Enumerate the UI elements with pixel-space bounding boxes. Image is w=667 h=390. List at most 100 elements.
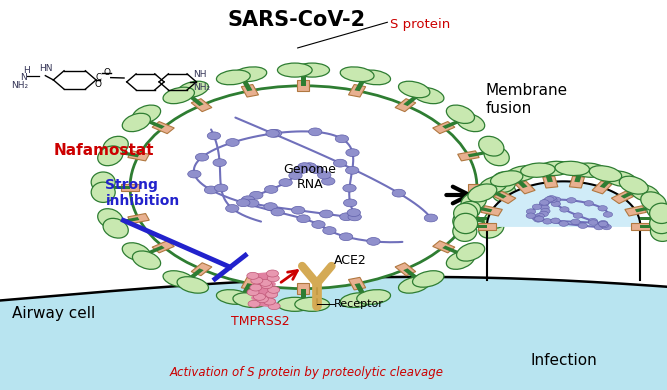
- Circle shape: [265, 186, 278, 193]
- Circle shape: [584, 200, 594, 206]
- Circle shape: [340, 213, 353, 221]
- Polygon shape: [191, 263, 212, 276]
- Ellipse shape: [133, 105, 161, 124]
- Polygon shape: [621, 191, 634, 199]
- Polygon shape: [297, 283, 309, 294]
- Polygon shape: [152, 122, 174, 134]
- Circle shape: [261, 282, 273, 289]
- Circle shape: [248, 300, 260, 307]
- Circle shape: [226, 138, 239, 146]
- Polygon shape: [404, 268, 418, 279]
- Ellipse shape: [97, 146, 123, 166]
- Ellipse shape: [340, 293, 374, 308]
- Circle shape: [588, 220, 598, 225]
- Ellipse shape: [103, 136, 128, 156]
- Ellipse shape: [398, 277, 430, 293]
- Ellipse shape: [538, 161, 572, 176]
- Ellipse shape: [630, 184, 660, 202]
- Polygon shape: [543, 176, 558, 188]
- Circle shape: [317, 171, 331, 179]
- Polygon shape: [442, 120, 460, 129]
- Circle shape: [266, 129, 279, 137]
- Polygon shape: [395, 99, 416, 112]
- Ellipse shape: [412, 271, 444, 287]
- Circle shape: [545, 197, 554, 202]
- Ellipse shape: [484, 146, 510, 166]
- Text: Receptor: Receptor: [334, 299, 384, 309]
- Text: NH₂: NH₂: [193, 83, 210, 92]
- Polygon shape: [241, 277, 259, 290]
- Polygon shape: [570, 176, 584, 188]
- Circle shape: [279, 179, 292, 186]
- Text: Strong
inhibition: Strong inhibition: [105, 178, 179, 208]
- Polygon shape: [301, 289, 306, 299]
- Circle shape: [319, 210, 333, 218]
- Ellipse shape: [453, 221, 477, 241]
- Circle shape: [526, 213, 536, 218]
- Text: HN: HN: [39, 64, 52, 73]
- Circle shape: [271, 208, 284, 216]
- Ellipse shape: [555, 161, 590, 176]
- Polygon shape: [612, 191, 634, 204]
- Circle shape: [247, 289, 259, 296]
- Circle shape: [560, 207, 569, 212]
- Polygon shape: [574, 174, 582, 182]
- Circle shape: [548, 197, 557, 203]
- Polygon shape: [355, 80, 366, 91]
- Text: NH₂: NH₂: [11, 80, 29, 90]
- Text: Genome
RNA: Genome RNA: [283, 163, 337, 191]
- Circle shape: [539, 211, 548, 217]
- Ellipse shape: [479, 176, 508, 194]
- Text: H: H: [23, 66, 30, 75]
- Circle shape: [187, 170, 201, 178]
- Circle shape: [309, 128, 322, 136]
- Circle shape: [207, 132, 221, 140]
- Ellipse shape: [233, 293, 267, 308]
- Circle shape: [539, 201, 548, 207]
- Polygon shape: [631, 223, 650, 230]
- Ellipse shape: [340, 67, 374, 82]
- Ellipse shape: [456, 113, 485, 132]
- Polygon shape: [128, 213, 149, 223]
- Polygon shape: [128, 151, 149, 161]
- Text: Airway cell: Airway cell: [12, 307, 95, 321]
- Circle shape: [267, 275, 279, 282]
- Circle shape: [130, 86, 477, 289]
- Circle shape: [526, 209, 536, 214]
- Circle shape: [598, 220, 608, 226]
- Polygon shape: [640, 217, 653, 220]
- Circle shape: [346, 167, 359, 174]
- Ellipse shape: [492, 182, 516, 202]
- Polygon shape: [458, 151, 479, 161]
- Circle shape: [253, 293, 265, 300]
- Circle shape: [225, 204, 239, 212]
- Ellipse shape: [454, 203, 478, 223]
- Circle shape: [594, 224, 604, 230]
- Ellipse shape: [479, 136, 504, 156]
- Circle shape: [547, 196, 556, 201]
- Polygon shape: [640, 225, 654, 228]
- Polygon shape: [191, 99, 212, 112]
- Ellipse shape: [647, 201, 667, 221]
- Ellipse shape: [122, 243, 151, 261]
- Ellipse shape: [177, 277, 209, 293]
- Polygon shape: [241, 85, 259, 97]
- Polygon shape: [121, 184, 139, 191]
- Circle shape: [251, 277, 263, 284]
- Polygon shape: [433, 122, 455, 134]
- Circle shape: [578, 223, 588, 229]
- Polygon shape: [546, 174, 553, 182]
- Text: S protein: S protein: [390, 18, 450, 30]
- Circle shape: [268, 303, 280, 310]
- Circle shape: [571, 219, 580, 225]
- Polygon shape: [395, 263, 416, 276]
- Circle shape: [602, 224, 612, 230]
- Ellipse shape: [650, 213, 667, 234]
- Circle shape: [551, 201, 560, 207]
- Ellipse shape: [216, 290, 250, 304]
- Ellipse shape: [506, 166, 538, 181]
- Ellipse shape: [453, 211, 477, 231]
- Polygon shape: [112, 186, 130, 189]
- Ellipse shape: [521, 163, 555, 177]
- Circle shape: [297, 215, 310, 223]
